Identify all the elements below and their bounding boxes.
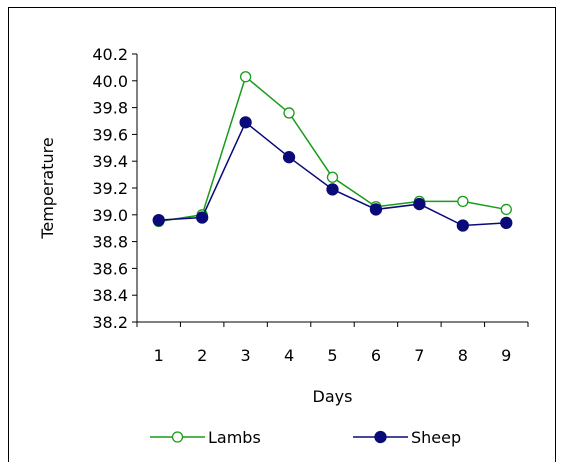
legend-label-lambs: Lambs [208,428,261,447]
series-layer [152,71,513,232]
series-point-lambs [239,71,252,83]
series-point-lambs [457,195,469,208]
series-point-sheep [369,203,383,216]
y-tick-label: 39.8 [92,99,128,118]
x-ticks: 1 2 3 4 5 6 7 8 9 [136,322,529,365]
series-point-lambs [283,107,295,119]
x-axis-title: Days [313,387,353,406]
x-tick-label: 5 [327,346,337,365]
y-tick-label: 38.8 [92,233,128,252]
y-tick-label: 39.6 [92,125,128,144]
y-tick-label: 38.6 [92,259,128,278]
y-tick-label: 39.2 [92,179,128,198]
y-tick-label: 40.0 [92,72,128,91]
series-point-sheep [413,197,426,211]
x-tick-label: 9 [501,346,511,365]
series-point-sheep [326,183,339,196]
y-tick-label: 38.4 [92,286,128,305]
chart-frame [8,7,556,462]
x-tick-label: 2 [197,346,207,365]
y-ticks: 38.2 38.4 38.6 38.8 39.0 39.2 39.4 39.6 39.8 40.0… [92,45,137,332]
x-tick-label: 8 [458,346,468,365]
y-tick-label: 40.2 [92,45,128,64]
series-point-sheep [239,116,252,129]
y-tick-label: 38.2 [92,313,128,332]
series-point-lambs [326,171,339,183]
x-tick-label: 7 [414,346,424,365]
x-tick-label: 3 [241,346,251,365]
x-tick-label: 1 [154,346,164,365]
series-point-sheep [152,214,165,227]
y-tick-label: 39.4 [92,152,128,171]
series-point-lambs [500,203,512,216]
legend: Lambs Sheep [150,428,461,447]
series-point-sheep [196,211,209,224]
series-point-sheep [456,219,469,232]
y-axis-title: Temperature [38,137,57,239]
x-tick-label: 4 [284,346,294,365]
legend-label-sheep: Sheep [411,428,461,447]
y-tick-label: 39.0 [92,206,128,225]
x-tick-label: 6 [371,346,381,365]
legend-marker-lambs [171,431,184,443]
series-point-sheep [500,216,513,229]
legend-marker-sheep [374,430,387,444]
series-point-sheep [282,151,296,164]
